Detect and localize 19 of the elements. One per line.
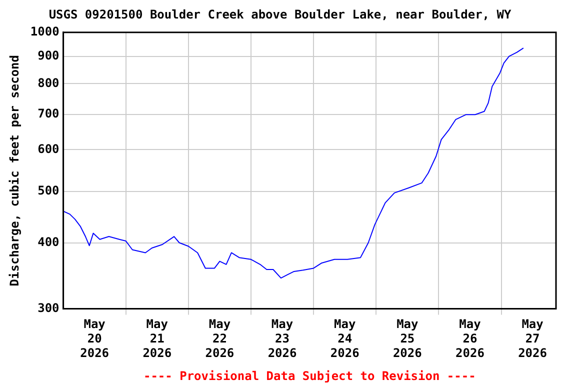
- y-tick-label: 500: [38, 184, 60, 198]
- text: ---- Provisional Data Subject to Revision ----: [143, 369, 476, 383]
- x-tick-label: May 24 2026: [330, 317, 360, 360]
- x-tick-label: May 25 2026: [392, 317, 422, 360]
- x-tick-label: May 21 2026: [142, 317, 172, 360]
- y-tick-label: 700: [38, 106, 60, 120]
- y-tick-label: 300: [38, 300, 60, 315]
- x-tick-label: May 20 2026: [80, 317, 110, 360]
- y-tick-label: 900: [38, 48, 60, 63]
- chart-title: USGS 09201500 Boulder Creek above Boulder Lake, near Boulder, WY: [48, 7, 512, 22]
- y-tick-label: 1000: [30, 24, 60, 39]
- y-tick-label: 800: [38, 76, 60, 90]
- y-tick-label: 400: [38, 234, 60, 249]
- x-tick-label: May 27 2026: [518, 317, 547, 360]
- x-tick-label: May 26 2026: [456, 317, 484, 360]
- y-tick-label: 600: [38, 142, 60, 156]
- x-tick-label: May 23 2026: [268, 317, 297, 360]
- y-axis-title: Discharge, cubic feet per second: [7, 55, 22, 286]
- x-tick-label: May 22 2026: [205, 317, 234, 360]
